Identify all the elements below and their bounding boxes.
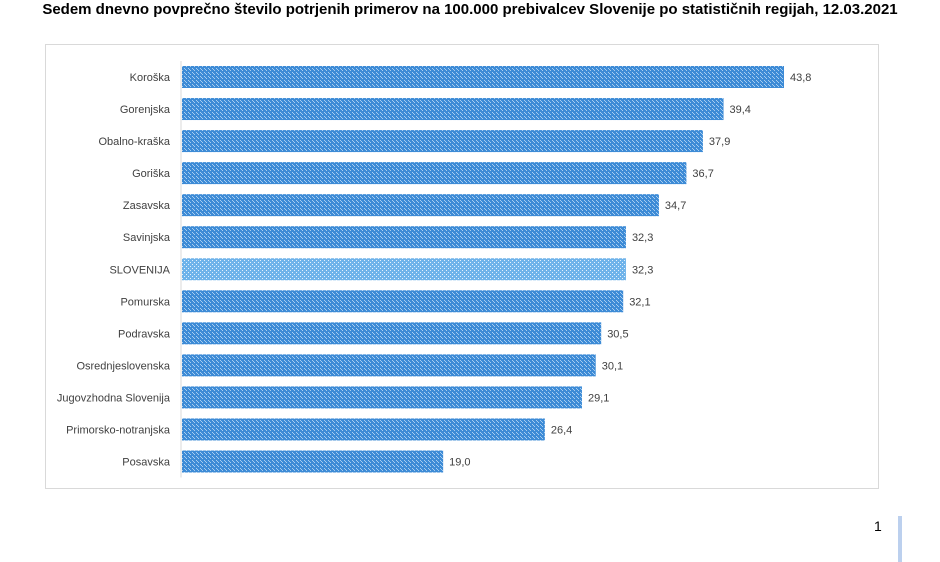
- category-label: Savinjska: [123, 232, 171, 244]
- category-label: Zasavska: [123, 200, 171, 212]
- value-label: 32,3: [632, 264, 653, 276]
- bar-goriška: [182, 162, 687, 185]
- value-label: 37,9: [709, 136, 730, 148]
- category-label: Jugovzhodna Slovenija: [57, 392, 171, 404]
- bar-primorsko-notranjska: [182, 418, 545, 441]
- value-label: 36,7: [692, 168, 713, 180]
- value-label: 34,7: [665, 200, 686, 212]
- page-number: 1: [874, 518, 882, 534]
- bar-podravska: [182, 322, 602, 345]
- bars: Koroška 43,8 Gorenjska 39,4 Obalno-kraška 37,…: [57, 66, 811, 473]
- category-label: Podravska: [118, 328, 171, 340]
- category-label: Koroška: [130, 72, 171, 84]
- bar-jugovzhodna-slovenija: [182, 386, 582, 409]
- category-label: Pomurska: [120, 296, 170, 308]
- bar-gorenjska: [182, 98, 724, 121]
- value-label: 43,8: [790, 72, 811, 84]
- value-label: 30,1: [602, 360, 623, 372]
- bar-pomurska: [182, 290, 624, 313]
- page-marker-bar: [898, 516, 902, 562]
- chart-title: Sedem dnevno povprečno število potrjenih…: [42, 1, 898, 18]
- bar-posavska: [182, 450, 444, 473]
- value-label: 26,4: [551, 424, 572, 436]
- bar-slovenija: [182, 258, 626, 281]
- bar-zasavska: [182, 194, 659, 217]
- value-label: 19,0: [449, 457, 470, 469]
- category-label: SLOVENIJA: [109, 264, 170, 276]
- category-label: Obalno-kraška: [98, 136, 170, 148]
- category-label: Primorsko-notranjska: [66, 424, 171, 436]
- category-label: Osrednjeslovenska: [76, 360, 170, 372]
- category-label: Gorenjska: [120, 104, 171, 116]
- bar-savinjska: [182, 226, 626, 249]
- bar-koroška: [182, 66, 784, 88]
- value-label: 30,5: [607, 328, 628, 340]
- category-label: Goriška: [132, 168, 171, 180]
- value-label: 32,3: [632, 232, 653, 244]
- value-label: 29,1: [588, 392, 609, 404]
- bar-osrednjeslovenska: [182, 354, 596, 377]
- value-label: 32,1: [629, 296, 650, 308]
- value-label: 39,4: [730, 104, 751, 116]
- category-label: Posavska: [122, 457, 171, 469]
- bar-obalno-kraška: [182, 130, 703, 153]
